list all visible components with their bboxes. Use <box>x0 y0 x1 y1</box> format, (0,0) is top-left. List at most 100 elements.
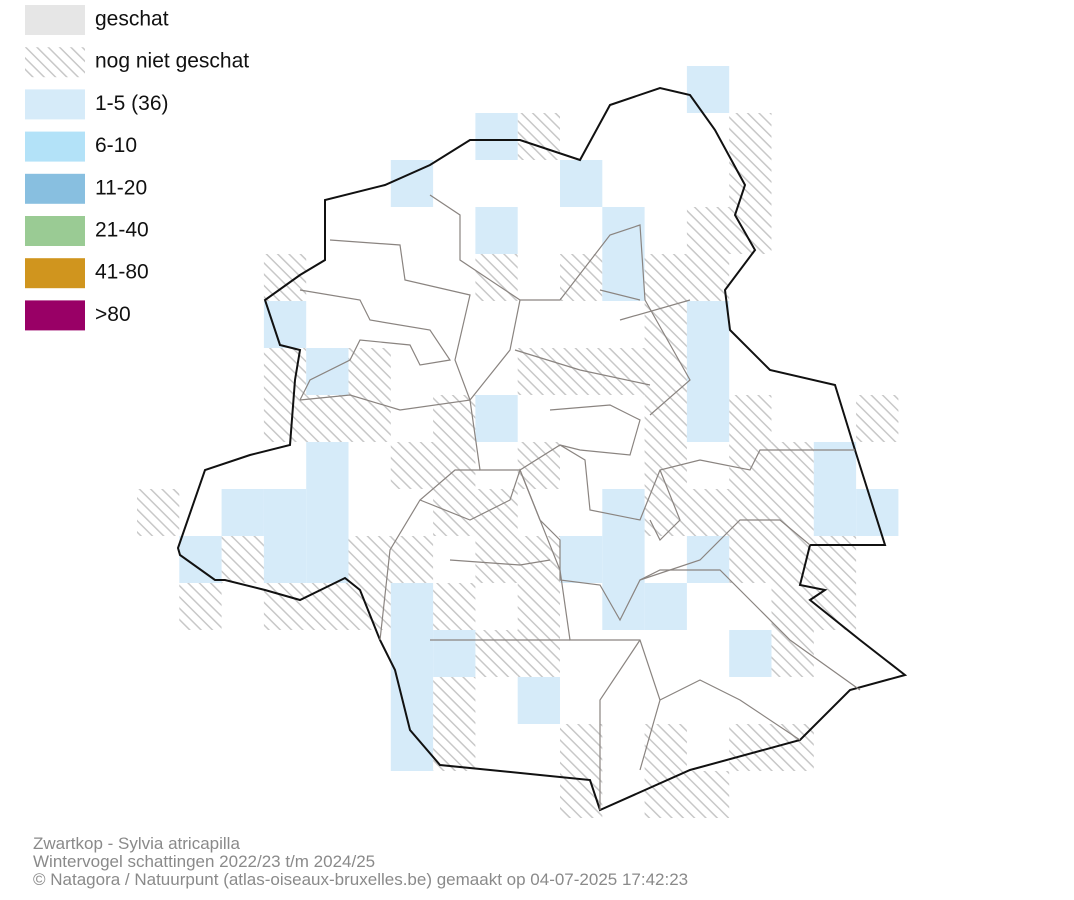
unsurveyed-cell <box>517 113 560 160</box>
count-cell <box>475 113 518 160</box>
legend-swatch <box>25 131 85 162</box>
count-cell <box>813 442 857 489</box>
unsurveyed-cell <box>644 489 687 536</box>
unsurveyed-cell <box>221 536 264 583</box>
unsurveyed-cell <box>686 207 730 254</box>
unsurveyed-cell <box>771 724 814 771</box>
unsurveyed-cell <box>390 536 434 583</box>
legend-label: 21-40 <box>95 219 149 242</box>
legend-label: geschat <box>95 8 169 31</box>
grid-cells <box>137 66 899 818</box>
count-cell <box>856 489 899 536</box>
unsurveyed-cell <box>856 395 899 442</box>
unsurveyed-cell <box>602 348 645 395</box>
legend-swatch <box>25 216 85 246</box>
unsurveyed-cell <box>644 348 687 395</box>
count-cell <box>602 254 645 301</box>
unsurveyed-cell <box>560 254 603 301</box>
unsurveyed-cell <box>813 583 857 630</box>
unsurveyed-cell <box>517 348 560 395</box>
unsurveyed-cell <box>517 583 560 630</box>
count-cell <box>263 301 307 348</box>
unsurveyed-cell <box>729 442 772 489</box>
count-cell <box>390 630 434 677</box>
region-boundary <box>176 86 908 812</box>
unsurveyed-cell <box>813 536 857 583</box>
unsurveyed-cell <box>771 630 814 677</box>
legend-label: 1-5 (36) <box>95 92 169 115</box>
count-cell <box>263 489 307 536</box>
unsurveyed-cell <box>644 395 687 442</box>
count-cell <box>602 536 645 583</box>
unsurveyed-cell <box>348 395 391 442</box>
unsurveyed-cell <box>179 583 222 630</box>
count-cell <box>686 395 730 442</box>
legend-swatch <box>25 47 85 78</box>
count-cell <box>813 489 857 536</box>
unsurveyed-cell <box>729 724 772 771</box>
unsurveyed-cell <box>517 630 560 677</box>
unsurveyed-cell <box>644 442 687 489</box>
unsurveyed-cell <box>644 254 687 301</box>
unsurveyed-cell <box>348 536 391 583</box>
count-cell <box>686 348 730 395</box>
unsurveyed-cell <box>686 254 730 301</box>
count-cell <box>560 536 603 583</box>
unsurveyed-cell <box>560 348 603 395</box>
count-cell <box>306 536 349 583</box>
unsurveyed-cell <box>729 113 772 160</box>
unsurveyed-cell <box>729 489 772 536</box>
count-cell <box>729 630 772 677</box>
count-cell <box>602 489 645 536</box>
legend-swatch <box>25 89 85 120</box>
count-cell <box>560 160 603 207</box>
count-cell <box>306 442 349 489</box>
count-cell <box>686 536 730 583</box>
unsurveyed-cell <box>644 724 687 771</box>
unsurveyed-cell <box>306 395 349 442</box>
legend-swatch <box>25 300 85 331</box>
unsurveyed-cell <box>263 254 307 301</box>
unsurveyed-cell <box>390 442 434 489</box>
legend-label: 11-20 <box>95 176 147 199</box>
legend-label: 41-80 <box>95 261 149 284</box>
footer-line: Wintervogel schattingen 2022/23 t/m 2024… <box>33 852 375 871</box>
count-cell <box>686 66 730 113</box>
count-cell <box>263 536 307 583</box>
unsurveyed-cell <box>644 771 687 818</box>
count-cell <box>517 677 560 724</box>
unsurveyed-cell <box>771 442 814 489</box>
legend-swatch <box>25 258 85 289</box>
count-cell <box>602 583 645 630</box>
unsurveyed-cell <box>644 301 687 348</box>
unsurveyed-cell <box>729 395 772 442</box>
count-cell <box>221 489 264 536</box>
legend-label: >80 <box>95 303 131 326</box>
unsurveyed-cell <box>263 395 307 442</box>
unsurveyed-cell <box>348 583 391 630</box>
unsurveyed-cell <box>475 536 518 583</box>
unsurveyed-cell <box>137 489 180 536</box>
count-cell <box>644 583 687 630</box>
unsurveyed-cell <box>686 771 730 818</box>
legend-label: 6-10 <box>95 134 137 157</box>
unsurveyed-cell <box>433 442 476 489</box>
count-cell <box>390 583 434 630</box>
unsurveyed-cell <box>348 348 391 395</box>
unsurveyed-cell <box>771 583 814 630</box>
count-cell <box>306 489 349 536</box>
unsurveyed-cell <box>729 207 772 254</box>
count-cell <box>686 301 730 348</box>
legend: geschat nog niet geschat 1-5 (36) 6-10 11-20… <box>25 5 249 331</box>
unsurveyed-cell <box>729 536 772 583</box>
unsurveyed-cell <box>686 489 730 536</box>
unsurveyed-cell <box>517 536 560 583</box>
municipality-lines <box>299 194 861 810</box>
legend-swatch <box>25 173 85 204</box>
unsurveyed-cell <box>263 583 307 630</box>
unsurveyed-cell <box>560 724 603 771</box>
footer: Zwartkop - Sylvia atricapillaWintervogel… <box>33 834 688 889</box>
footer-line: Zwartkop - Sylvia atricapilla <box>33 834 240 853</box>
